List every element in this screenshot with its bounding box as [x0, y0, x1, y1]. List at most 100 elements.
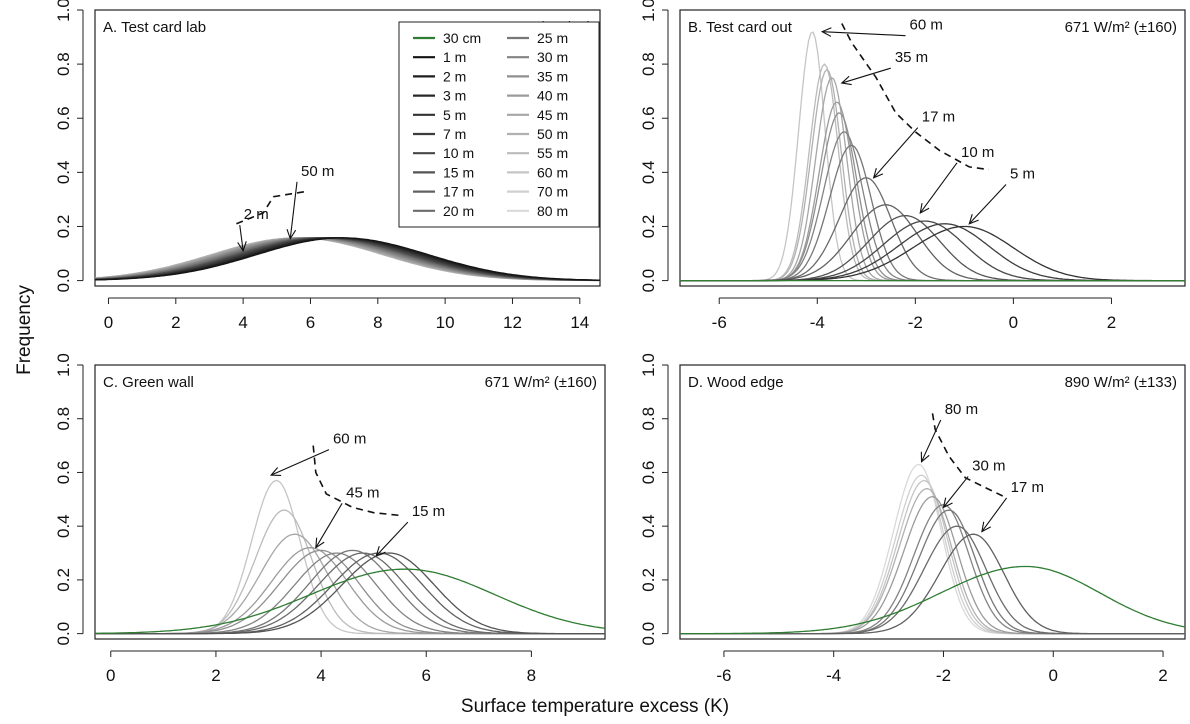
x-tick-label: -2 [908, 313, 923, 332]
y-tick-label: 0.2 [54, 215, 73, 239]
series-line-17m [95, 552, 605, 635]
series-group [680, 463, 1185, 635]
series-line-70m [680, 474, 1185, 635]
panel-title: D. Wood edge [688, 374, 784, 391]
plot-frame [679, 364, 1186, 640]
x-tick-label: -4 [810, 313, 825, 332]
series-line-15m [95, 552, 605, 635]
x-tick-label: 2 [171, 313, 180, 332]
legend-label: 15 m [443, 164, 474, 180]
annotation-arrowhead [942, 497, 953, 509]
y-tick-label: 1.0 [639, 353, 658, 377]
annotation-dash [236, 190, 308, 225]
x-tick-label: -4 [826, 666, 841, 685]
y-tick-label: 0.0 [54, 269, 73, 293]
x-tick-label: 6 [306, 313, 315, 332]
x-tick-label: 10 [436, 313, 455, 332]
legend-label: 1 m [443, 49, 466, 65]
legend-label: 40 m [537, 88, 568, 104]
plot-frame [679, 9, 1186, 287]
x-tick-label: 4 [238, 313, 247, 332]
y-tick-label: 1.0 [54, 0, 73, 22]
annotation-label: 30 m [972, 457, 1005, 474]
series-line-30m [95, 552, 605, 635]
legend-label: 3 m [443, 88, 466, 104]
legend-label: 25 m [537, 30, 568, 46]
series-line-30cm [95, 568, 605, 634]
annotation-arrow [919, 162, 958, 214]
annotation-arrow [270, 449, 330, 476]
y-tick-label: 0.0 [54, 622, 73, 646]
legend-label: 70 m [537, 184, 568, 200]
annotation-arrowhead [840, 75, 852, 86]
panels: 0 2 4 6 8 10 12 14 0.0 0.2 0.4 0.6 0.8 1.0 A. Test car… [54, 0, 1186, 685]
panel-title: C. Green wall [103, 374, 194, 391]
x-axis-label: Surface temperature excess (K) [461, 696, 729, 717]
series-line-50m [680, 488, 1185, 635]
legend-label: 20 m [443, 203, 474, 219]
series-line-30cm [680, 565, 1185, 635]
annotation-label: 17 m [1011, 479, 1044, 496]
annotation-arrow [375, 521, 409, 557]
legend-label: 55 m [537, 145, 568, 161]
x-tick-label: 8 [527, 666, 536, 685]
x-tick-label: 2 [1107, 313, 1116, 332]
annotation-arrowhead [315, 537, 325, 549]
y-tick-label: 0.4 [54, 161, 73, 185]
series-line-60m [680, 31, 1185, 282]
annotation-arrow [968, 184, 1007, 225]
series-line-50m [680, 68, 1185, 282]
x-tick-label: 8 [373, 313, 382, 332]
legend-label: 10 m [443, 145, 474, 161]
annotation-label: 45 m [346, 484, 379, 501]
panel-1: 0 2 4 6 8 10 12 14 0.0 0.2 0.4 0.6 0.8 1.0 A. Test car… [54, 0, 601, 332]
annotation-dash [312, 445, 400, 517]
x-tick-label: 0 [1049, 666, 1058, 685]
legend-label: 60 m [537, 164, 568, 180]
y-tick-label: 0.2 [639, 215, 658, 239]
x-tick-label: 2 [1158, 666, 1167, 685]
annotation-arrowhead [820, 27, 832, 37]
series-group [95, 479, 605, 635]
x-tick-label: 0 [1009, 313, 1018, 332]
series-line-30m [680, 131, 1185, 282]
annotation-arrowhead [237, 241, 247, 253]
y-tick-label: 1.0 [639, 0, 658, 22]
x-tick-label: 4 [316, 666, 325, 685]
panel-3: 0 2 4 6 8 0.0 0.2 0.4 0.6 0.8 1.0 C. Green wall 671 … [54, 353, 606, 685]
y-tick-label: 0.0 [639, 269, 658, 293]
legend-label: 45 m [537, 107, 568, 123]
x-tick-label: 12 [503, 313, 522, 332]
annotation-arrowhead [269, 467, 282, 477]
x-tick-label: -6 [712, 313, 727, 332]
annotation-arrowhead [872, 167, 884, 179]
legend-label: 7 m [443, 126, 466, 142]
irradiance-label: 671 W/m² (±160) [485, 374, 597, 391]
y-tick-label: 0.2 [639, 568, 658, 592]
series-line-20m [680, 525, 1185, 635]
series-line-17m [680, 204, 1185, 282]
series-line-40m [680, 495, 1185, 635]
panel-4: -6 -4 -2 0 2 0.0 0.2 0.4 0.6 0.8 1.0 D. Wood edge 89… [639, 353, 1186, 685]
panel-title: B. Test card out [688, 19, 793, 36]
y-tick-label: 0.8 [639, 52, 658, 76]
series-line-25m [680, 509, 1185, 635]
series-line-25m [95, 549, 605, 635]
plot-frame [94, 9, 601, 287]
panel-2: -6 -4 -2 0 2 0.0 0.2 0.4 0.6 0.8 1.0 B. Test card o… [639, 0, 1186, 332]
x-tick-label: -6 [716, 666, 731, 685]
x-tick-label: 0 [104, 313, 113, 332]
series-group [680, 31, 1185, 282]
annotation-arrowhead [286, 229, 297, 240]
y-tick-label: 0.6 [54, 461, 73, 485]
x-tick-label: 6 [422, 666, 431, 685]
annotation-label: 60 m [333, 431, 366, 448]
series-line-45m [95, 533, 605, 635]
series-line-30m [680, 504, 1185, 635]
legend-label: 5 m [443, 107, 466, 123]
series-line-55m [680, 63, 1185, 282]
series-line-20m [95, 552, 605, 635]
annotation-label: 80 m [945, 401, 978, 418]
annotation-label: 60 m [910, 17, 943, 34]
x-tick-label: 2 [211, 666, 220, 685]
